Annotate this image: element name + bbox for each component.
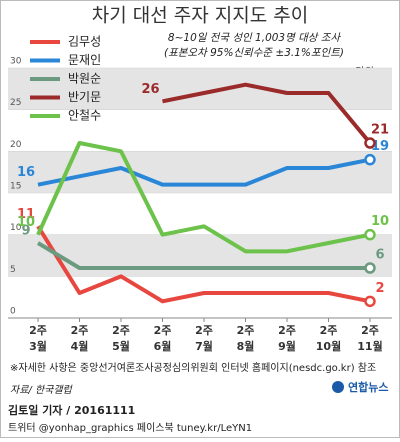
data-label: 26 [141, 82, 159, 97]
end-marker [364, 153, 376, 166]
x-tick-label: 2주 4월 [71, 324, 89, 353]
end-marker [364, 262, 376, 274]
data-label: 6 [375, 248, 384, 263]
x-tick-label: 2주 3월 [29, 324, 47, 353]
x-tick-label: 2주 6월 [154, 324, 172, 353]
data-label: 11 [17, 207, 35, 222]
data-label: 21 [371, 123, 389, 138]
x-tick-label: 2주 10월 [316, 324, 341, 353]
series-line [36, 141, 371, 254]
note: ※자세한 사항은 중앙선거여론조사공정심의위원회 인터넷 홈페이지(nesdc.… [10, 361, 376, 374]
data-label: 10 [371, 214, 389, 229]
subtitle: 8~10일 전국 성인 1,003명 대상 조사 [168, 32, 342, 44]
y-tick-label: 20 [10, 140, 22, 150]
legend-label: 문재인 [68, 53, 101, 67]
end-marker [364, 228, 376, 241]
y-tick-label: 25 [10, 98, 21, 108]
subtitle: (표본오차 95%신뢰수준 ±3.1%포인트) [164, 47, 344, 59]
y-tick-label: 5 [10, 265, 16, 275]
chart-title: 차기 대선 주자 지지도 추이 [92, 5, 308, 27]
y-tick-label: 30 [10, 57, 22, 67]
logo: 연합뉴스 [348, 380, 388, 394]
x-tick-label: 2주 7월 [195, 324, 213, 353]
x-tick-label: 2주 9월 [278, 324, 296, 353]
x-tick-label: 2주 8월 [237, 324, 255, 353]
data-label: 16 [17, 165, 35, 180]
grid-band [8, 68, 392, 110]
end-marker [364, 137, 376, 149]
y-tick-label: 15 [10, 182, 21, 192]
data-label: 9 [21, 224, 30, 239]
y-tick-label: 0 [10, 307, 16, 317]
series-line [162, 82, 372, 145]
x-tick-label: 2주 5월 [112, 324, 130, 353]
data-label: 2 [375, 281, 384, 296]
end-marker [364, 295, 376, 308]
series-line [36, 225, 371, 304]
series-line [37, 157, 371, 187]
byline: 김토일 기자 / 20161111 [8, 403, 135, 417]
legend-label: 안철수 [68, 109, 101, 123]
series-line [36, 241, 370, 270]
y-tick-label: 10 [10, 223, 22, 233]
data-label: 10 [17, 215, 35, 230]
legend-label: 반기문 [68, 90, 101, 104]
legend-label: 박원순 [68, 72, 101, 86]
legend-label: 김무성 [68, 35, 101, 49]
social: 트위터 @yonhap_graphics 페이스북 tuney.kr/LeYN1 [8, 421, 252, 434]
x-tick-label: 2주 11월 [357, 324, 382, 353]
logo-icon [332, 381, 344, 393]
source: 자료/ 한국갤럽 [10, 384, 74, 396]
